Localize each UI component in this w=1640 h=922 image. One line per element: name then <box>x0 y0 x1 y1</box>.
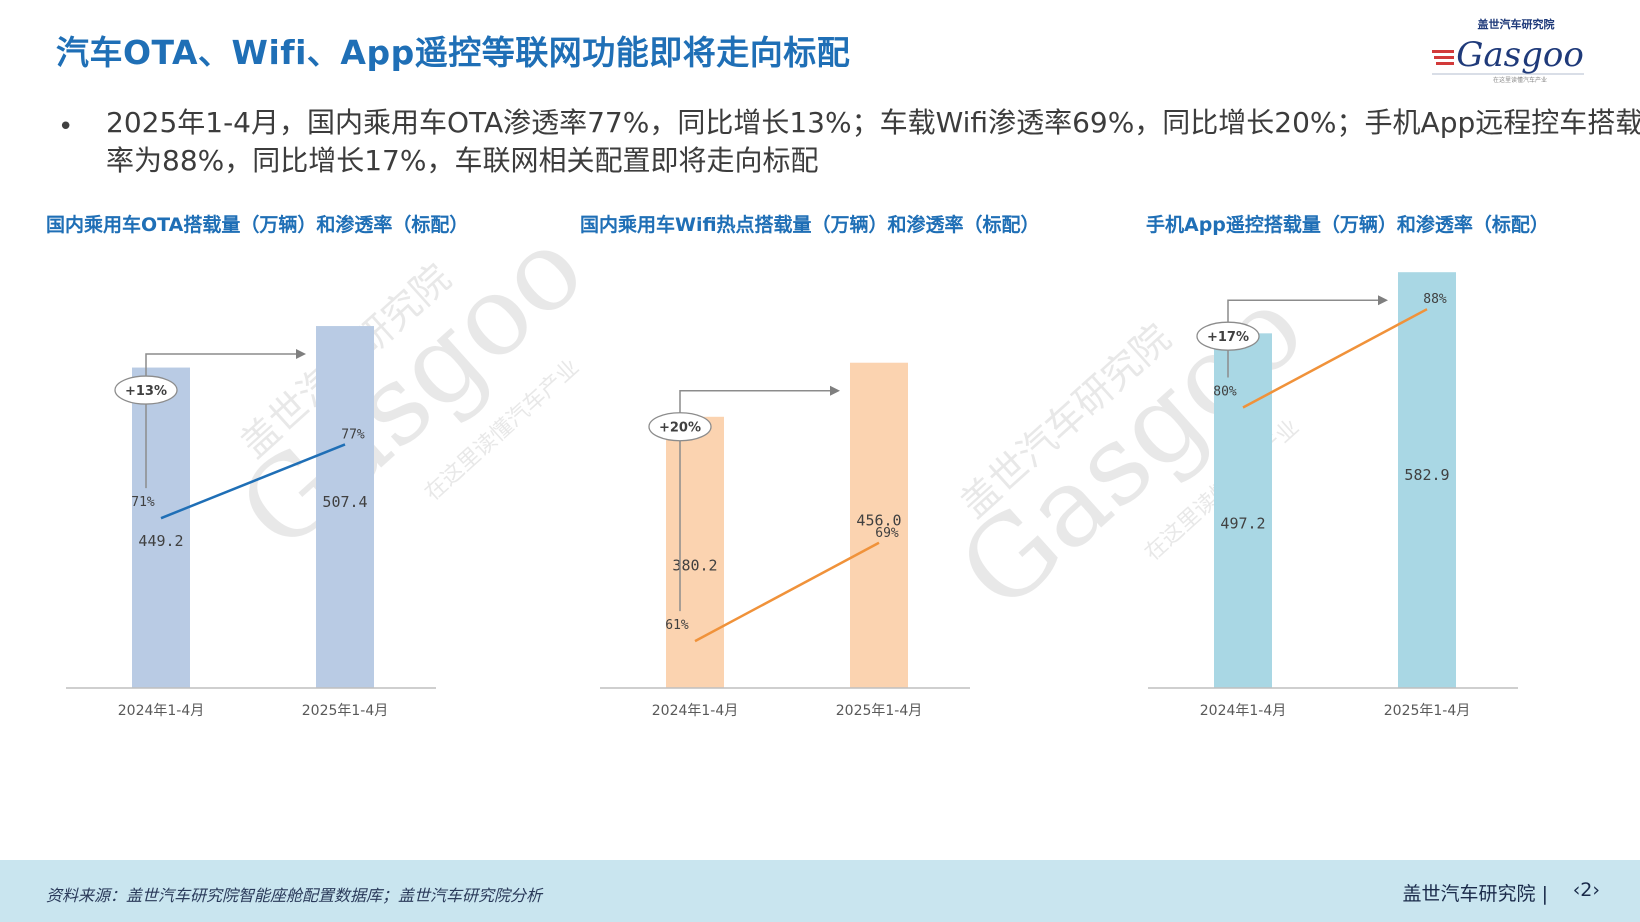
logo-tagline: 在这里读懂汽车产业 <box>1493 76 1547 84</box>
arrowhead-icon <box>1378 295 1388 306</box>
x-tick-label: 2025年1-4月 <box>302 703 389 719</box>
chart-title: 手机App遥控搭载量（万辆）和渗透率（标配） <box>1146 214 1549 236</box>
bar-value-label: 497.2 <box>1220 515 1265 533</box>
growth-badge <box>114 375 178 405</box>
growth-badge <box>648 412 712 442</box>
page-number: ‹2› <box>1572 879 1600 901</box>
bar <box>666 416 724 688</box>
growth-label: +13% <box>125 384 167 399</box>
bullet-text: 2025年1-4月，国内乘用车OTA渗透率77%，同比增长13%；车载Wifi渗… <box>106 106 1640 177</box>
chart-app: 手机App遥控搭载量（万辆）和渗透率（标配） 497.2 582.9 2024年1-… <box>1146 210 1640 770</box>
rate-line <box>694 541 880 643</box>
bar <box>1214 333 1272 688</box>
gasgoo-logo: 盖世汽车研究院 Gasgoo 在这里读懂汽车产业 <box>1432 17 1584 84</box>
arrowhead-icon <box>296 349 306 360</box>
footer-brand: 盖世汽车研究院 | <box>1403 879 1548 906</box>
x-tick-label: 2025年1-4月 <box>836 703 923 719</box>
rate-label: 88% <box>1423 292 1447 307</box>
chart-wifi: 国内乘用车Wifi热点搭载量（万辆）和渗透率（标配） 380.2 456.0 202… <box>580 210 1100 770</box>
bar-value-label: 380.2 <box>672 556 717 574</box>
x-tick-label: 2025年1-4月 <box>1384 703 1471 719</box>
chart-wifi-svg: 380.2 456.0 2024年1-4月 2025年1-4月 61% 69% +20% <box>600 362 970 719</box>
x-tick-label: 2024年1-4月 <box>652 703 739 719</box>
rate-label: 80% <box>1213 385 1237 400</box>
chart-title: 国内乘用车Wifi热点搭载量（万辆）和渗透率（标配） <box>580 214 1040 236</box>
growth-arrow-line <box>145 353 296 489</box>
x-tick-label: 2024年1-4月 <box>118 703 205 719</box>
footer-source: 资料来源：盖世汽车研究院智能座舱配置数据库；盖世汽车研究院分析 <box>46 886 543 905</box>
chart-ota-svg: 449.2 507.4 2024年1-4月 2025年1-4月 71% 77% +13% <box>66 326 436 719</box>
logo-stripes-icon <box>1432 50 1454 65</box>
growth-arrow-line <box>679 389 830 612</box>
chart-title: 国内乘用车OTA搭载量（万辆）和渗透率（标配） <box>46 214 469 236</box>
rate-label: 71% <box>131 495 155 510</box>
logo-text: Gasgoo <box>1456 35 1584 75</box>
bar-value-label: 449.2 <box>138 532 183 550</box>
footer-separator: | <box>1541 883 1548 905</box>
arrowhead-icon <box>830 385 840 396</box>
chart-app-svg: 497.2 582.9 2024年1-4月 2025年1-4月 80% 88% +17% <box>1148 272 1518 719</box>
bar-value-label: 507.4 <box>322 493 367 511</box>
page-title: 汽车OTA、Wifi、App遥控等联网功能即将走向标配 <box>56 33 851 72</box>
growth-label: +20% <box>659 421 701 436</box>
footer-brand-name: 盖世汽车研究院 <box>1402 883 1536 905</box>
growth-arrow-line <box>1227 299 1378 378</box>
rate-label: 61% <box>665 618 689 633</box>
bar <box>132 367 190 688</box>
rate-line <box>1242 308 1428 409</box>
chart-ota: 国内乘用车OTA搭载量（万辆）和渗透率（标配） 449.2 507.4 2024年1… <box>46 210 566 770</box>
footer-bar: 资料来源：盖世汽车研究院智能座舱配置数据库；盖世汽车研究院分析 盖世汽车研究院 … <box>0 860 1640 922</box>
logo-cn-text: 盖世汽车研究院 <box>1478 17 1555 31</box>
bar-value-label: 582.9 <box>1404 466 1449 484</box>
rate-line <box>160 443 346 520</box>
bar <box>1398 272 1456 688</box>
bullet-dot: • <box>58 112 74 142</box>
bar <box>316 326 374 688</box>
bar <box>850 362 908 688</box>
rate-label: 77% <box>341 427 365 442</box>
x-tick-label: 2024年1-4月 <box>1200 703 1287 719</box>
growth-badge <box>1196 321 1260 351</box>
growth-label: +17% <box>1207 330 1249 345</box>
rate-label: 69% <box>875 526 899 541</box>
bar-value-label: 456.0 <box>856 511 901 529</box>
